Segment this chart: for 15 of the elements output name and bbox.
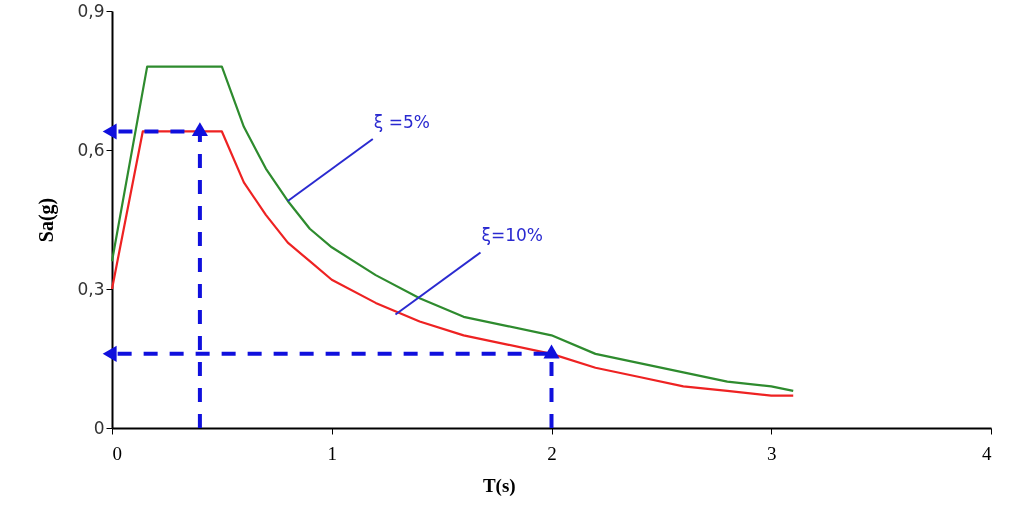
y-tick-label: 0,3 — [77, 278, 105, 299]
x-axis-title: T(s) — [482, 474, 516, 497]
line-series — [110, 65, 795, 393]
annotation: ξ =5% — [373, 111, 430, 132]
x-tick-label: 1 — [327, 442, 337, 464]
x-tick-label: 0 — [112, 442, 122, 464]
x-tick-label: 2 — [547, 442, 557, 464]
annotation: ξ=10% — [481, 225, 543, 246]
line-series — [110, 130, 795, 397]
y-tick-label: 0,6 — [77, 139, 105, 160]
x-tick-label: 3 — [767, 442, 777, 464]
y-tick-label: 0,9 — [77, 0, 105, 21]
x-tick-label: 4 — [982, 442, 992, 464]
y-tick-label: 0 — [93, 417, 105, 438]
y-axis-title: Sa(g) — [35, 197, 59, 243]
